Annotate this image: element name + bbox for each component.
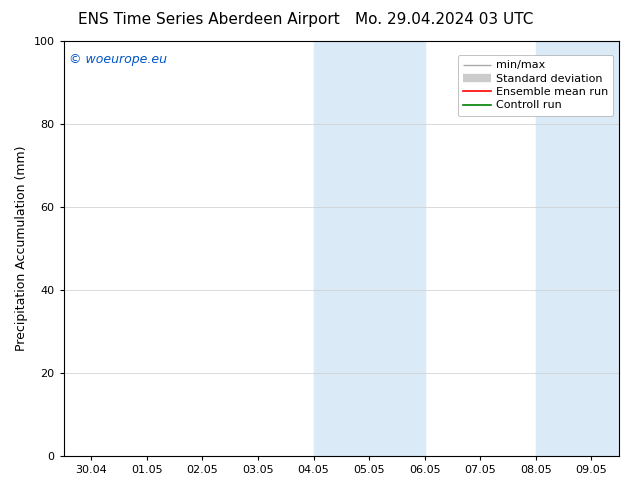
Text: © woeurope.eu: © woeurope.eu bbox=[69, 53, 167, 67]
Bar bbox=[536, 41, 619, 456]
Bar bbox=[314, 41, 425, 456]
Text: Mo. 29.04.2024 03 UTC: Mo. 29.04.2024 03 UTC bbox=[354, 12, 533, 27]
Text: ENS Time Series Aberdeen Airport: ENS Time Series Aberdeen Airport bbox=[79, 12, 340, 27]
Legend: min/max, Standard deviation, Ensemble mean run, Controll run: min/max, Standard deviation, Ensemble me… bbox=[458, 55, 614, 116]
Y-axis label: Precipitation Accumulation (mm): Precipitation Accumulation (mm) bbox=[15, 146, 28, 351]
